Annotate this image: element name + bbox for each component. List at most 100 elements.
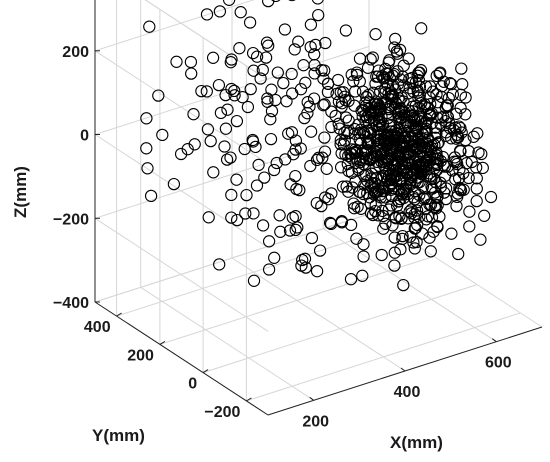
data-point bbox=[397, 79, 410, 92]
data-point bbox=[397, 141, 411, 154]
data-point bbox=[405, 207, 418, 220]
data-point bbox=[425, 173, 438, 186]
data-point bbox=[393, 43, 407, 57]
data-point bbox=[474, 233, 487, 246]
data-point bbox=[294, 83, 308, 96]
data-point bbox=[214, 106, 228, 120]
data-point bbox=[420, 192, 433, 206]
data-point bbox=[225, 82, 238, 96]
data-point bbox=[377, 222, 390, 235]
data-point bbox=[425, 211, 439, 224]
y-axis-line bbox=[94, 301, 269, 416]
data-point bbox=[386, 69, 399, 82]
data-point bbox=[323, 216, 337, 230]
data-point bbox=[401, 187, 415, 201]
data-point bbox=[206, 51, 220, 64]
data-point bbox=[313, 244, 327, 257]
data-point bbox=[252, 158, 265, 172]
data-point bbox=[360, 91, 373, 104]
data-point bbox=[195, 84, 208, 98]
data-point bbox=[184, 55, 198, 69]
data-point bbox=[392, 184, 406, 197]
data-point bbox=[297, 59, 310, 72]
data-point bbox=[453, 144, 467, 157]
data-point bbox=[416, 157, 429, 171]
data-point bbox=[354, 123, 368, 136]
data-point bbox=[240, 188, 253, 202]
grid-layer bbox=[94, 0, 543, 416]
data-point bbox=[459, 108, 472, 121]
data-point bbox=[219, 122, 233, 135]
data-point bbox=[345, 68, 358, 81]
data-point bbox=[305, 231, 319, 245]
data-point bbox=[250, 179, 264, 192]
data-point bbox=[454, 88, 468, 101]
data-point bbox=[383, 54, 396, 67]
data-point bbox=[385, 89, 398, 102]
data-point bbox=[298, 111, 311, 125]
data-point bbox=[290, 182, 303, 196]
data-point bbox=[230, 173, 243, 186]
z-tick-label: 200 bbox=[62, 44, 89, 61]
data-point bbox=[425, 180, 438, 193]
data-point bbox=[378, 71, 391, 84]
data-point bbox=[470, 182, 483, 195]
data-point bbox=[310, 196, 323, 210]
data-point bbox=[339, 24, 353, 37]
data-point bbox=[398, 109, 411, 122]
data-point bbox=[267, 163, 281, 177]
data-point bbox=[459, 133, 472, 147]
data-point bbox=[429, 121, 442, 134]
data-point bbox=[228, 84, 241, 98]
data-point bbox=[431, 220, 444, 234]
y-tick-label: 0 bbox=[188, 376, 197, 393]
data-point bbox=[364, 107, 377, 120]
data-point bbox=[397, 278, 410, 292]
data-point bbox=[289, 223, 302, 237]
data-point bbox=[382, 170, 396, 183]
data-point bbox=[289, 169, 302, 183]
data-point bbox=[475, 147, 488, 161]
data-point bbox=[410, 204, 424, 217]
data-point bbox=[395, 212, 408, 225]
data-point bbox=[408, 222, 421, 235]
y-tick-label: −200 bbox=[204, 404, 240, 421]
data-point bbox=[424, 245, 437, 258]
data-point bbox=[420, 113, 434, 126]
data-point bbox=[401, 87, 415, 100]
data-point bbox=[420, 213, 433, 226]
y-tick-mark bbox=[159, 340, 166, 345]
data-point bbox=[170, 55, 183, 68]
data-point bbox=[441, 110, 454, 124]
data-point bbox=[429, 131, 442, 144]
data-point bbox=[471, 127, 484, 140]
data-point bbox=[225, 188, 238, 202]
data-point bbox=[388, 259, 401, 272]
data-point bbox=[396, 232, 409, 246]
data-point bbox=[318, 145, 332, 158]
data-point bbox=[434, 180, 448, 193]
data-point bbox=[312, 8, 325, 22]
data-point bbox=[454, 183, 467, 196]
data-point bbox=[441, 160, 454, 173]
data-point bbox=[141, 162, 154, 175]
data-point bbox=[224, 56, 237, 69]
grid-line bbox=[116, 227, 391, 317]
data-point bbox=[156, 128, 169, 142]
data-point bbox=[258, 171, 271, 184]
data-point bbox=[421, 131, 434, 144]
data-point bbox=[443, 117, 456, 130]
data-point bbox=[221, 103, 234, 116]
data-point bbox=[259, 51, 273, 64]
data-point bbox=[350, 66, 364, 79]
axis-layer bbox=[94, 0, 543, 416]
data-point bbox=[443, 77, 457, 90]
y-tick-label: 200 bbox=[127, 347, 154, 364]
data-point bbox=[356, 110, 369, 123]
data-point bbox=[213, 258, 226, 271]
data-point bbox=[317, 72, 330, 85]
z-tick-label: 0 bbox=[80, 128, 89, 145]
data-point bbox=[316, 151, 329, 164]
data-point bbox=[265, 83, 278, 96]
data-point bbox=[304, 159, 317, 173]
